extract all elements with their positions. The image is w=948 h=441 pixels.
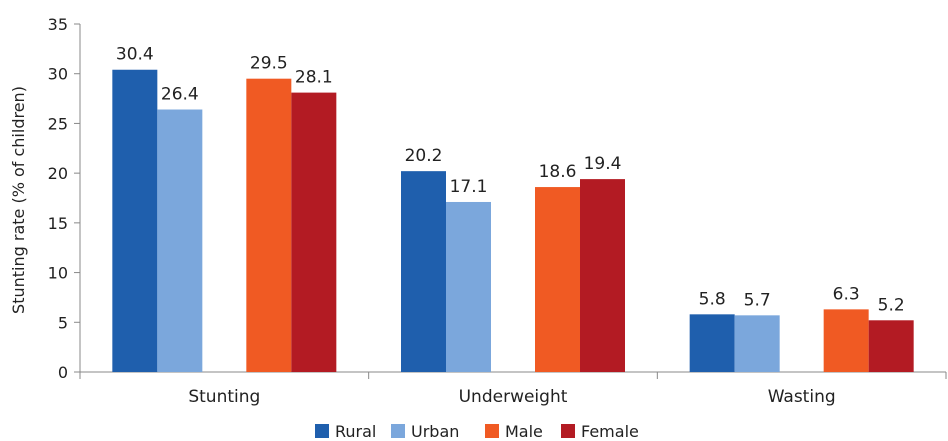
data-label: 29.5: [250, 54, 288, 74]
data-label: 5.7: [744, 290, 771, 310]
bar-urban-wasting: [734, 315, 780, 372]
y-tick-label: 35: [48, 15, 68, 34]
legend-label: Rural: [335, 422, 376, 441]
bar-female-underweight: [580, 179, 625, 372]
data-label: 17.1: [450, 177, 488, 197]
data-label: 20.2: [405, 146, 443, 166]
legend-label: Male: [505, 422, 543, 441]
bar-female-stunting: [291, 92, 337, 372]
y-axis: 0 5 10 15 20 25 30 35: [48, 15, 81, 382]
data-label: 26.4: [161, 85, 199, 105]
bar-rural-stunting: [112, 69, 158, 372]
legend: Rural Urban Male Female: [315, 422, 639, 441]
bar-urban-stunting: [157, 109, 203, 372]
y-tick-label: 30: [48, 65, 68, 84]
data-label: 5.2: [878, 295, 905, 315]
legend-swatch-male: [485, 424, 499, 438]
y-axis-title: Stunting rate (% of children): [9, 86, 28, 314]
data-label: 18.6: [539, 162, 577, 182]
data-label: 6.3: [833, 284, 860, 304]
legend-swatch-female: [561, 424, 575, 438]
legend-label: Female: [581, 422, 639, 441]
y-tick-label: 0: [58, 363, 68, 382]
bar-male-underweight: [535, 187, 580, 372]
data-labels: 30.4 26.4 29.5 28.1 20.2 17.1 18.6 19.4 5.8 5.7 6.…: [116, 45, 905, 316]
y-tick-label: 10: [48, 264, 68, 283]
bar-rural-wasting: [689, 314, 735, 372]
data-label: 30.4: [116, 45, 154, 65]
bar-male-stunting: [246, 78, 292, 372]
y-tick-label: 20: [48, 164, 68, 183]
y-tick-label: 15: [48, 214, 68, 233]
data-label: 5.8: [699, 289, 726, 309]
bar-female-wasting: [868, 320, 914, 372]
y-tick-label: 5: [58, 313, 68, 332]
bar-urban-underweight: [446, 201, 491, 372]
data-label: 28.1: [295, 68, 333, 88]
x-category-label: Wasting: [768, 387, 836, 407]
legend-swatch-urban: [391, 424, 405, 438]
bars: [112, 69, 914, 372]
data-label: 19.4: [584, 154, 622, 174]
legend-swatch-rural: [315, 424, 329, 438]
y-tick-label: 25: [48, 114, 68, 133]
legend-label: Urban: [411, 422, 459, 441]
bar-rural-underweight: [401, 171, 446, 372]
x-category-label: Underweight: [459, 387, 568, 407]
bar-male-wasting: [823, 309, 869, 372]
x-axis: Stunting Underweight Wasting: [79, 371, 947, 407]
x-category-label: Stunting: [188, 387, 260, 407]
